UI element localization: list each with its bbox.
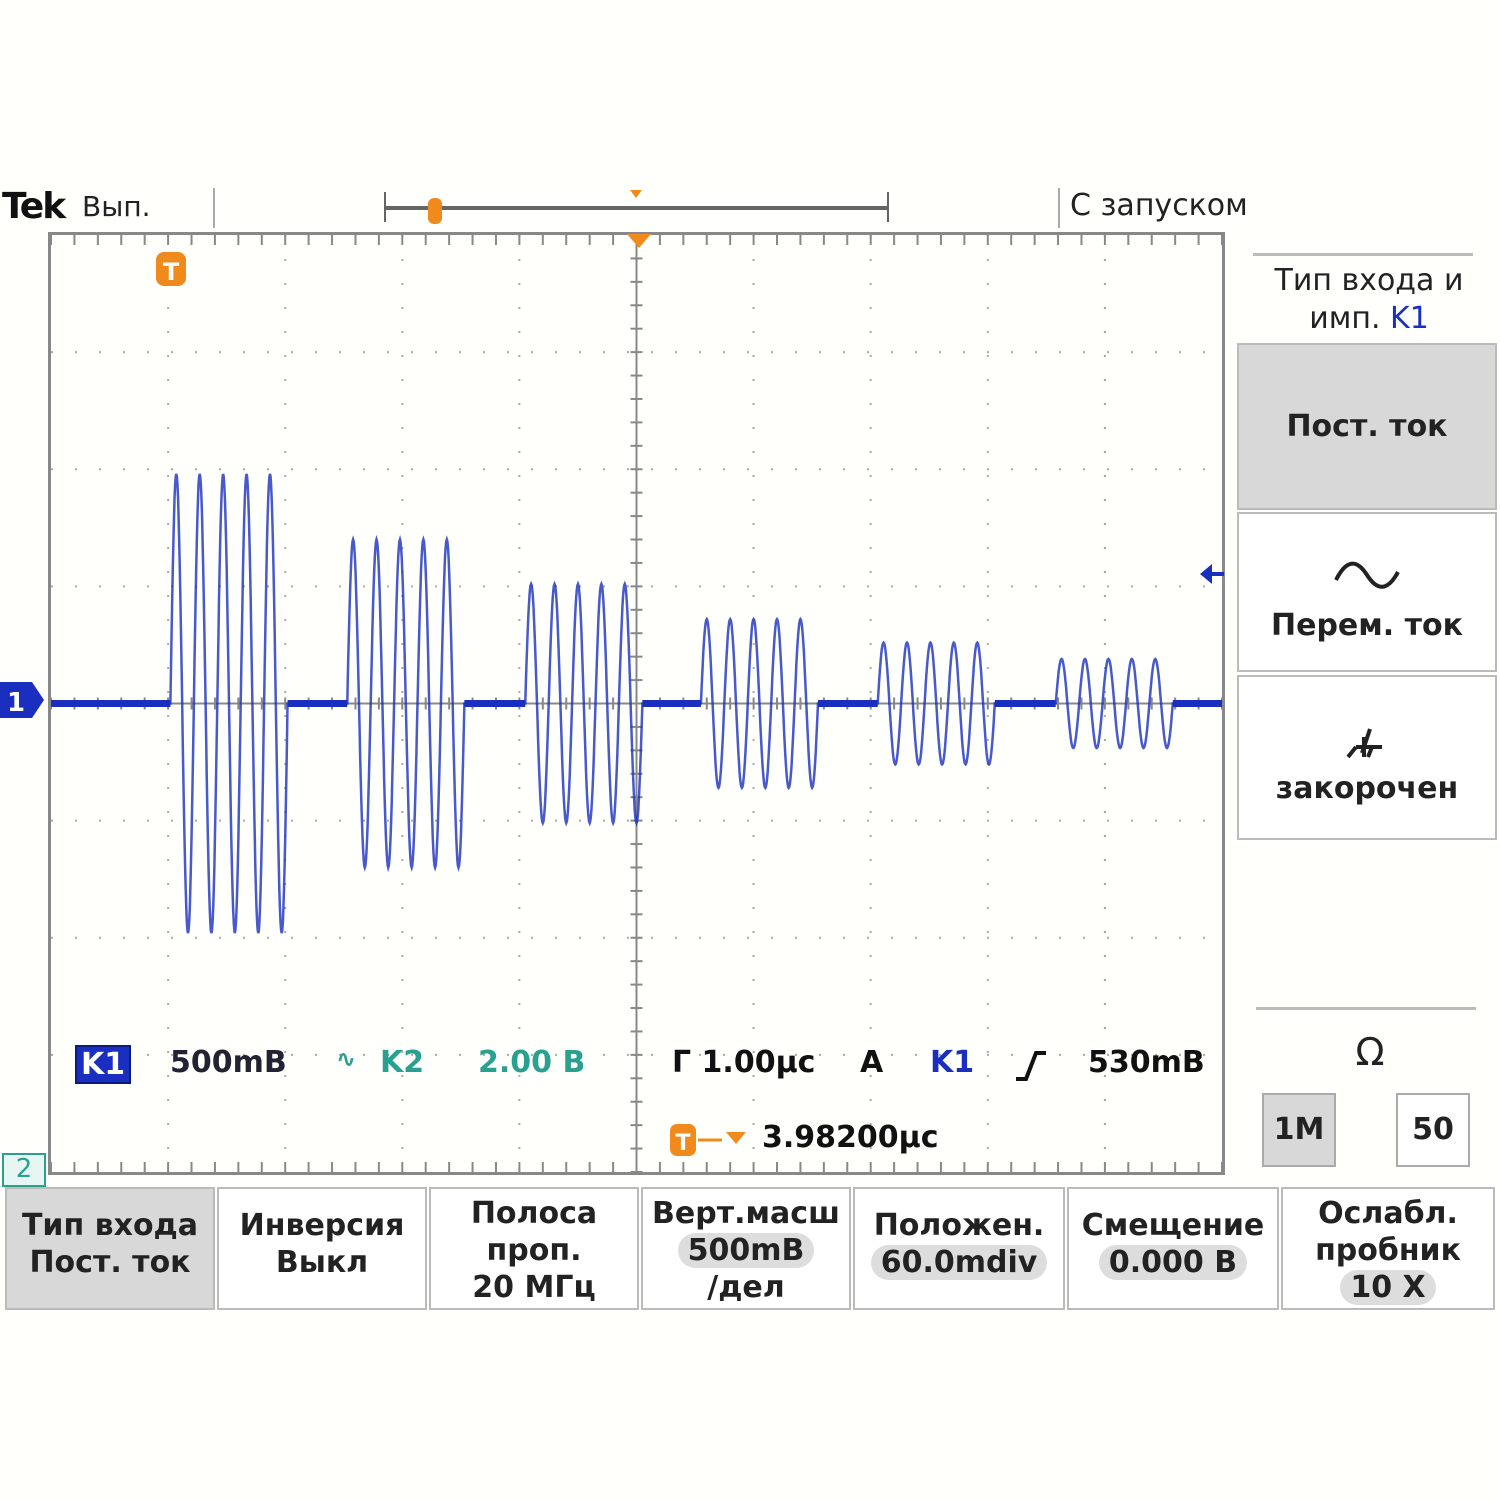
side-menu-title: Тип входа и имп. K1 xyxy=(1274,263,1464,336)
bottom-button-coupling[interactable]: Тип входа Пост. ток xyxy=(5,1187,215,1310)
trigger-status: С запуском xyxy=(1070,188,1248,223)
svg-text:1: 1 xyxy=(7,688,25,718)
divider xyxy=(213,188,215,228)
trigger-delay-icon: T xyxy=(670,1124,746,1156)
bottom-button-probe[interactable]: Ослабл. пробник 10 X xyxy=(1281,1187,1495,1310)
timebase-readout: Г 1.00µc xyxy=(672,1045,816,1080)
side-option-ac[interactable]: Перем. ток xyxy=(1237,512,1497,672)
ground-icon xyxy=(1346,728,1382,759)
sine-wave-icon xyxy=(1334,561,1400,589)
impedance-1m-button[interactable]: 1M xyxy=(1262,1093,1336,1167)
divider xyxy=(1256,1007,1476,1010)
bottom-button-invert[interactable]: Инверсия Выкл xyxy=(217,1187,427,1310)
trigger-position-marker: T xyxy=(156,252,186,286)
ch1-ground-marker[interactable]: 1 xyxy=(0,680,50,720)
svg-text:T: T xyxy=(163,258,180,286)
bottom-button-offset[interactable]: Смещение 0.000 B xyxy=(1067,1187,1279,1310)
record-view-bar xyxy=(384,190,889,224)
ch2-marker[interactable]: 2 xyxy=(2,1153,46,1187)
trigger-source: K1 xyxy=(930,1045,975,1080)
side-option-ground[interactable]: закорочен xyxy=(1237,675,1497,840)
trigger-level-readout: 530mB xyxy=(1088,1045,1205,1080)
rising-edge-icon xyxy=(1016,1051,1046,1081)
bottom-button-position[interactable]: Положен. 60.0mdiv xyxy=(853,1187,1065,1310)
graticule xyxy=(51,235,1223,1173)
ch1-label: K1 xyxy=(75,1045,132,1084)
ch2-label: K2 xyxy=(380,1045,425,1080)
trigger-delay-readout: 3.98200µc xyxy=(762,1120,939,1155)
brand-logo: Tek xyxy=(2,186,66,227)
side-option-dc[interactable]: Пост. ток xyxy=(1237,343,1497,510)
bandwidth-limit-icon: ∿ xyxy=(336,1045,357,1073)
divider xyxy=(1253,253,1473,256)
impedance-50-button[interactable]: 50 xyxy=(1396,1093,1470,1167)
bottom-button-bandwidth[interactable]: Полоса проп. 20 МГц xyxy=(429,1187,639,1310)
record-trigger-marker xyxy=(428,198,442,224)
record-position-marker xyxy=(630,190,642,198)
divider xyxy=(1058,188,1060,228)
svg-text:T: T xyxy=(675,1131,690,1156)
ch1-scale: 500mB xyxy=(170,1045,287,1080)
trigger-level-marker[interactable] xyxy=(1198,560,1228,590)
horizontal-position-marker xyxy=(627,234,651,248)
ch2-scale: 2.00 B xyxy=(478,1045,586,1080)
acquisition-state: Вып. xyxy=(82,190,151,223)
impedance-symbol: Ω xyxy=(1355,1030,1385,1074)
waveform-display xyxy=(48,232,1225,1175)
trigger-mode-readout: A xyxy=(860,1045,884,1080)
bottom-button-vertical-scale[interactable]: Верт.масш 500mB/дел xyxy=(641,1187,851,1310)
